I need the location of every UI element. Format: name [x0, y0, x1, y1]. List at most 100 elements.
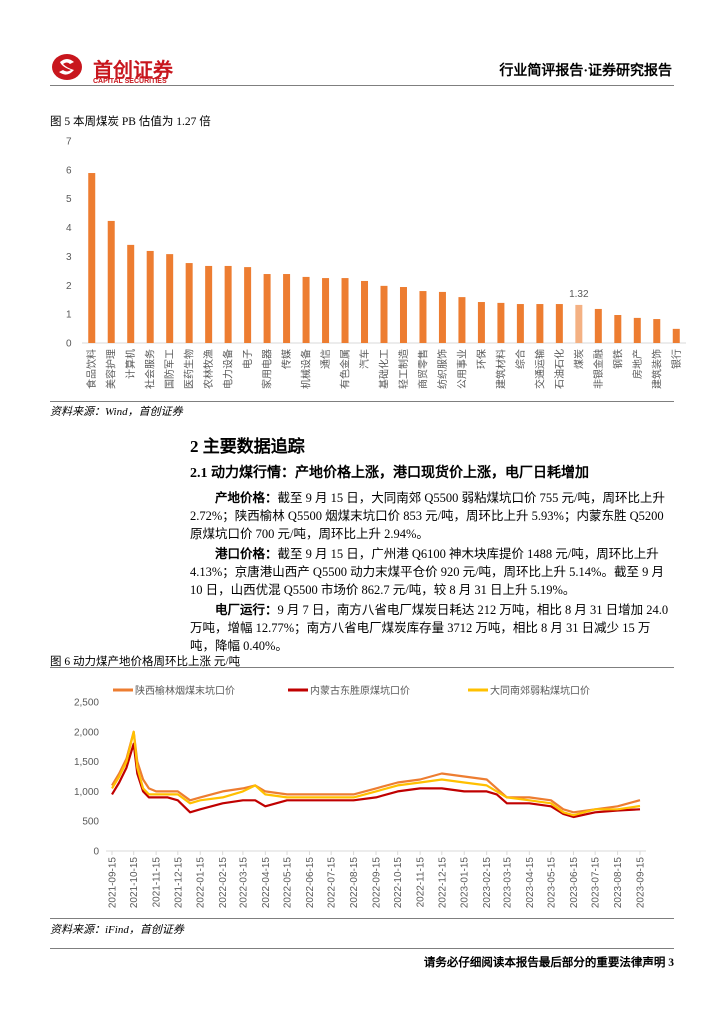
x-tick-label: 2022-05-15 [283, 857, 294, 909]
section-subtitle: 2.1 动力煤行情：产地价格上涨，港口现货价上涨，电厂日耗增加 [190, 466, 589, 481]
bar [633, 317, 641, 343]
x-tick-label: 2022-06-15 [305, 857, 316, 909]
x-tick-label: 2023-04-15 [525, 857, 536, 909]
x-tick-label: 2023-07-15 [591, 857, 602, 909]
bar [614, 315, 622, 343]
x-tick-label: 煤炭 [572, 349, 585, 369]
bar [497, 302, 505, 343]
report-type: 行业简评报告·证券研究报告 [499, 64, 672, 79]
y-tick-label: 5 [66, 194, 72, 205]
x-tick-label: 美容护理 [105, 349, 118, 389]
x-tick-label: 2023-09-15 [636, 857, 647, 909]
bar [380, 285, 388, 343]
line-chart: 0 500 1,000 1,500 2,000 2,500 2021-09-15 2021-1… [74, 684, 647, 909]
rule [50, 667, 674, 668]
y-tick-label: 1 [66, 310, 72, 321]
x-tick-label: 2021-10-15 [129, 857, 140, 909]
logo-icon [52, 54, 82, 80]
y-tick-label: 2 [66, 281, 72, 292]
x-tick-label: 食品饮料 [85, 349, 98, 389]
x-tick-label: 2022-11-15 [416, 857, 427, 908]
logo-name: 首创证券 [93, 58, 173, 82]
bar [594, 308, 602, 343]
footer-rule [50, 948, 674, 949]
x-tick-label: 2023-03-15 [502, 857, 513, 909]
y-tick-label: 0 [93, 847, 99, 858]
x-tick-label: 综合 [514, 349, 527, 369]
header-rule [50, 85, 674, 86]
x-tick-label: 钢铁 [611, 349, 624, 369]
x-tick-label: 2023-06-15 [569, 857, 580, 909]
bar [653, 319, 661, 343]
x-tick-label: 2022-10-15 [393, 857, 404, 909]
bar [672, 328, 680, 343]
section-title: 2 主要数据追踪 [190, 437, 305, 456]
y-tick-label: 2,000 [74, 727, 99, 738]
bar [244, 267, 252, 343]
x-tick-label: 基础化工 [378, 349, 391, 389]
bar [419, 291, 427, 343]
text: 截至 9 月 15 日，大同南郊 Q5500 弱粘煤坑口价 755 元/吨，周环… [190, 491, 666, 541]
bar [224, 265, 232, 343]
bar [205, 265, 213, 343]
y-tick-label: 0 [66, 339, 72, 350]
x-tick-label: 交通运输 [533, 349, 546, 389]
x-tick-label: 机械设备 [300, 349, 313, 389]
x-tick-label: 2022-04-15 [261, 857, 272, 909]
paragraph: 电厂运行：9 月 7 日，南方八省电厂煤炭日耗达 212 万吨，相比 8 月 3… [190, 601, 674, 655]
paragraph: 产地价格：截至 9 月 15 日，大同南郊 Q5500 弱粘煤坑口价 755 元… [190, 489, 674, 543]
bar [341, 278, 349, 343]
bar [127, 244, 135, 343]
bar [88, 173, 96, 343]
x-tick-label: 2023-01-15 [460, 857, 471, 909]
source: 资料来源：iFind，首创证券 [50, 924, 184, 936]
x-tick-label: 2023-08-15 [613, 857, 624, 909]
text: 截至 9 月 15 日，广州港 Q6100 神木块库提价 1488 元/吨，周环… [190, 547, 664, 597]
x-tick-label: 2022-02-15 [218, 857, 229, 909]
y-tick-label: 6 [66, 165, 72, 176]
x-tick-label: 2022-08-15 [349, 857, 360, 909]
x-tick-label: 2021-11-15 [152, 857, 163, 908]
bar [146, 250, 154, 343]
source: 资料来源：Wind，首创证券 [50, 406, 183, 418]
y-tick-label: 4 [66, 223, 72, 234]
series-line [111, 742, 641, 819]
x-tick-label: 社会服务 [144, 349, 157, 389]
bar-chart: 0 1 2 3 4 5 6 7 食品饮料 美容护理 计算机 社会服务 国防军工 医药生物 农林牧渔 电力设备电… [66, 137, 686, 389]
x-tick-label: 传媒 [281, 349, 293, 369]
x-tick-label: 2022-12-15 [437, 857, 448, 909]
bar [185, 263, 193, 343]
bar [263, 274, 271, 343]
bar [283, 274, 291, 343]
x-tick-label: 计算机 [124, 349, 137, 379]
bar [361, 280, 369, 343]
x-tick-label: 2023-02-15 [482, 857, 493, 909]
bar [575, 304, 583, 343]
x-tick-label: 轻工制造 [397, 349, 410, 389]
legend-label: 内蒙古东胜原煤坑口价 [310, 684, 410, 697]
x-tick-label: 2021-09-15 [108, 857, 119, 909]
lead: 港口价格： [215, 547, 278, 561]
x-tick-label: 2022-03-15 [238, 857, 249, 909]
y-tick-label: 1,500 [74, 757, 99, 768]
x-tick-label: 2022-07-15 [327, 857, 338, 909]
x-tick-label: 商贸零售 [416, 349, 429, 389]
lead: 电厂运行： [215, 603, 278, 617]
x-tick-label: 环保 [475, 349, 488, 369]
x-tick-label: 2023-05-15 [547, 857, 558, 909]
x-tick-label: 2022-09-15 [372, 857, 383, 909]
series-line [111, 730, 641, 814]
x-tick-label: 银行 [670, 349, 683, 369]
y-tick-label: 500 [82, 817, 99, 828]
x-tick-label: 非银金融 [592, 349, 605, 389]
bar [399, 287, 407, 343]
figure-title: 图 5 本周煤炭 PB 估值为 1.27 倍 [50, 116, 211, 128]
x-tick-label: 有色金属 [339, 349, 352, 389]
paragraph: 港口价格：截至 9 月 15 日，广州港 Q6100 神木块库提价 1488 元… [190, 545, 674, 599]
bar [477, 302, 485, 343]
bar [438, 291, 446, 343]
y-tick-label: 2,500 [74, 698, 99, 709]
x-tick-label: 建筑装饰 [650, 349, 663, 389]
x-tick-label: 医药生物 [183, 349, 196, 389]
